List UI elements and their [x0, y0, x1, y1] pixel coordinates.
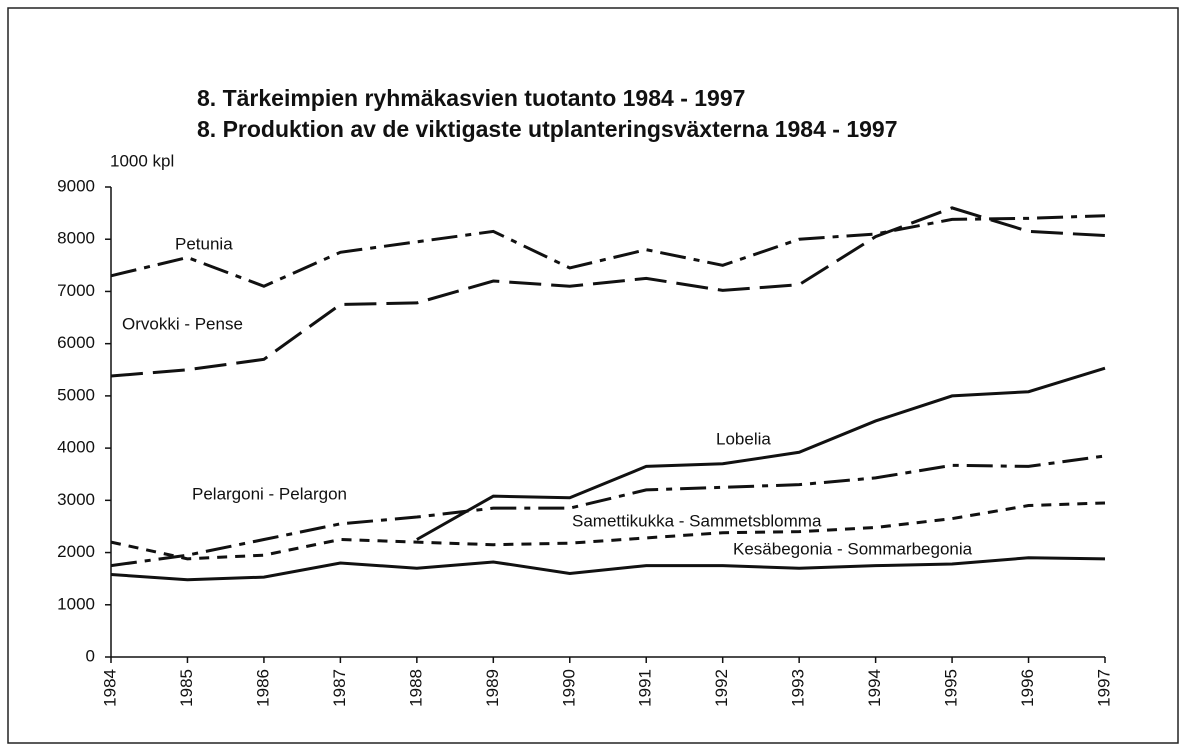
x-tick-label: 1996 [1018, 669, 1037, 707]
x-tick-label: 1992 [712, 669, 731, 707]
x-tick-label: 1986 [253, 669, 272, 707]
series-label: Lobelia [716, 429, 771, 448]
x-tick-label: 1989 [483, 669, 502, 707]
y-tick-label: 9000 [57, 176, 95, 195]
y-tick-label: 0 [86, 646, 95, 665]
series-label: Kesäbegonia - Sommarbegonia [733, 539, 973, 558]
y-tick-label: 3000 [57, 490, 95, 509]
x-tick-label: 1994 [865, 669, 884, 707]
y-tick-label: 5000 [57, 385, 95, 404]
x-tick-label: 1984 [100, 669, 119, 707]
y-tick-label: 6000 [57, 333, 95, 352]
x-tick-label: 1993 [789, 669, 808, 707]
series-label: Samettikukka - Sammetsblomma [572, 511, 822, 530]
x-tick-label: 1997 [1094, 669, 1113, 707]
series-label: Pelargoni - Pelargon [192, 484, 347, 503]
x-tick-label: 1991 [636, 669, 655, 707]
x-tick-label: 1987 [330, 669, 349, 707]
x-tick-label: 1985 [177, 669, 196, 707]
y-tick-label: 8000 [57, 229, 95, 248]
x-tick-label: 1995 [942, 669, 961, 707]
y-axis-label: 1000 kpl [110, 151, 174, 170]
chart-subtitle: 8. Produktion av de viktigaste utplanter… [197, 116, 898, 142]
series-label: Petunia [175, 234, 233, 253]
series-line [110, 454, 1106, 568]
y-tick-label: 4000 [57, 438, 95, 457]
series-line [110, 214, 1106, 288]
series-line [110, 556, 1106, 582]
x-tick-label: 1988 [406, 669, 425, 707]
series-label: Orvokki - Pense [122, 314, 243, 333]
y-tick-label: 1000 [57, 594, 95, 613]
series-line [110, 501, 1106, 561]
series-line [416, 366, 1106, 541]
chart-title: 8. Tärkeimpien ryhmäkasvien tuotanto 198… [197, 85, 745, 111]
series-line [110, 206, 1106, 378]
y-tick-label: 7000 [57, 281, 95, 300]
x-tick-label: 1990 [559, 669, 578, 707]
frame [7, 7, 1179, 744]
y-tick-label: 2000 [57, 542, 95, 561]
